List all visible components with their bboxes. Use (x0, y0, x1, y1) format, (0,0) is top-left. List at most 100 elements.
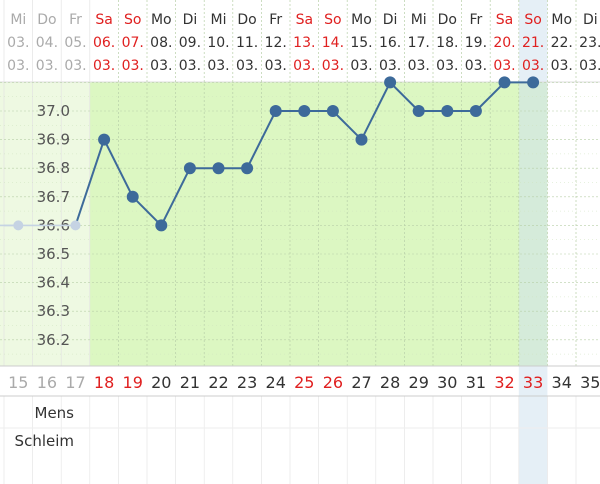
temperature-point[interactable] (126, 190, 139, 203)
date-column-header[interactable]: So 21. 03. (522, 12, 544, 74)
y-tick-label: 36.3 (37, 302, 70, 320)
weekday-label: Di (383, 12, 398, 28)
temperature-point[interactable] (269, 105, 282, 117)
cycle-day-label[interactable]: 21 (180, 373, 200, 392)
cycle-day-label[interactable]: 28 (380, 373, 400, 392)
date-column-header[interactable]: Do 11. 03. (236, 12, 258, 74)
temperature-point[interactable] (241, 162, 254, 175)
cycle-day-label[interactable]: 17 (65, 373, 85, 392)
date-column-header[interactable]: Di 09. 03. (179, 12, 201, 74)
cycle-day-label[interactable]: 24 (266, 373, 286, 392)
date-column-header[interactable]: Fr 19. 03. (465, 12, 487, 74)
weekday-label: Do (438, 12, 457, 28)
weekday-label: So (524, 12, 541, 28)
cycle-day-label[interactable]: 22 (208, 373, 228, 392)
day-label: 05. (64, 35, 86, 51)
temperature-point[interactable] (469, 105, 482, 117)
cycle-day-label[interactable]: 27 (351, 373, 371, 392)
cycle-day-label[interactable]: 35 (580, 373, 600, 392)
cycle-day-label[interactable]: 19 (123, 373, 143, 392)
day-label: 08. (150, 35, 172, 51)
line-segment (103, 139, 134, 198)
date-column-header[interactable]: Do 04. 03. (36, 12, 58, 74)
date-column-header[interactable]: Di 23. 03. (579, 12, 600, 74)
day-label: 11. (236, 35, 258, 51)
line-segment (74, 139, 106, 226)
cycle-day-label[interactable]: 30 (437, 373, 457, 392)
cycle-day-label[interactable]: 18 (94, 373, 114, 392)
temperature-point[interactable] (298, 105, 311, 117)
line-segment (475, 81, 506, 112)
cycle-day-label[interactable]: 23 (237, 373, 257, 392)
temperature-point[interactable] (527, 76, 540, 89)
temperature-point[interactable] (13, 220, 24, 231)
month-label: 03. (350, 58, 372, 74)
temperature-point[interactable] (412, 105, 425, 117)
date-column-header[interactable]: Sa 20. 03. (493, 12, 515, 74)
date-column-header[interactable]: Do 18. 03. (436, 12, 458, 74)
y-tick-label: 36.4 (37, 274, 70, 292)
date-column-header[interactable]: Mo 08. 03. (150, 12, 172, 74)
cycle-day-label[interactable]: 15 (8, 373, 28, 392)
temperature-point[interactable] (212, 162, 225, 175)
cycle-day-label[interactable]: 26 (323, 373, 343, 392)
date-column-header[interactable]: Sa 13. 03. (293, 12, 315, 74)
weekday-label: Do (237, 12, 256, 28)
weekday-label: Fr (470, 12, 483, 28)
date-header[interactable]: Mi 03. 03. Do 04. 03. Fr 05. 03. Sa 06. 03. So 07. 03.… (7, 12, 600, 74)
cycle-day-row[interactable]: 15 16 17 18 19 20 21 22 23 24 25 26 27 28 29 30 31 32 33 34… (0, 365, 600, 397)
cycle-day-label[interactable]: 33 (523, 373, 543, 392)
cycle-day-label[interactable]: 29 (409, 373, 429, 392)
cycle-day-label[interactable]: 16 (37, 373, 57, 392)
temperature-line (0, 81, 534, 227)
line-segment (360, 81, 391, 141)
weekday-label: Fr (269, 12, 282, 28)
cycle-day-label[interactable]: 20 (151, 373, 171, 392)
temperature-point[interactable] (98, 133, 111, 146)
observation-rows[interactable]: Mens Schleim (0, 404, 600, 450)
day-label: 14. (322, 35, 344, 51)
month-label: 03. (322, 58, 344, 74)
weekday-label: Mi (411, 12, 427, 28)
date-column-header[interactable]: Mi 03. 03. (7, 12, 29, 74)
day-label: 15. (350, 35, 372, 51)
month-label: 03. (7, 58, 29, 74)
date-column-header[interactable]: So 07. 03. (122, 12, 144, 74)
date-column-header[interactable]: Sa 06. 03. (93, 12, 115, 74)
month-label: 03. (493, 58, 515, 74)
weekday-label: Mo (551, 12, 572, 28)
date-column-header[interactable]: Fr 05. 03. (64, 12, 86, 74)
date-column-header[interactable]: Mo 22. 03. (551, 12, 573, 74)
day-label: 19. (465, 35, 487, 51)
date-column-header[interactable]: Di 16. 03. (379, 12, 401, 74)
date-column-header[interactable]: Mo 15. 03. (350, 12, 372, 74)
day-label: 10. (207, 35, 229, 51)
temperature-point[interactable] (384, 76, 397, 89)
temperature-point[interactable] (441, 105, 454, 117)
day-label: 13. (293, 35, 315, 51)
temperature-point[interactable] (70, 220, 81, 231)
temperature-point[interactable] (355, 133, 368, 146)
month-label: 03. (293, 58, 315, 74)
cycle-day-label[interactable]: 25 (294, 373, 314, 392)
temperature-points[interactable] (13, 76, 540, 232)
temperature-point[interactable] (498, 76, 511, 89)
weekday-label: Di (583, 12, 598, 28)
temperature-point[interactable] (183, 162, 196, 175)
month-label: 03. (64, 58, 86, 74)
cycle-day-label[interactable]: 32 (494, 373, 514, 392)
cycle-day-label[interactable]: 34 (552, 373, 572, 392)
temperature-point[interactable] (326, 105, 339, 117)
temperature-point[interactable] (155, 219, 168, 232)
cycle-day-label[interactable]: 31 (466, 373, 486, 392)
weekday-label: Mo (351, 12, 372, 28)
weekday-label: Mo (151, 12, 172, 28)
date-column-header[interactable]: Mi 17. 03. (408, 12, 430, 74)
day-label: 22. (551, 35, 573, 51)
day-label: 07. (122, 35, 144, 51)
date-column-header[interactable]: So 14. 03. (322, 12, 344, 74)
date-column-header[interactable]: Fr 12. 03. (265, 12, 287, 74)
date-column-header[interactable]: Mi 10. 03. (207, 12, 229, 74)
